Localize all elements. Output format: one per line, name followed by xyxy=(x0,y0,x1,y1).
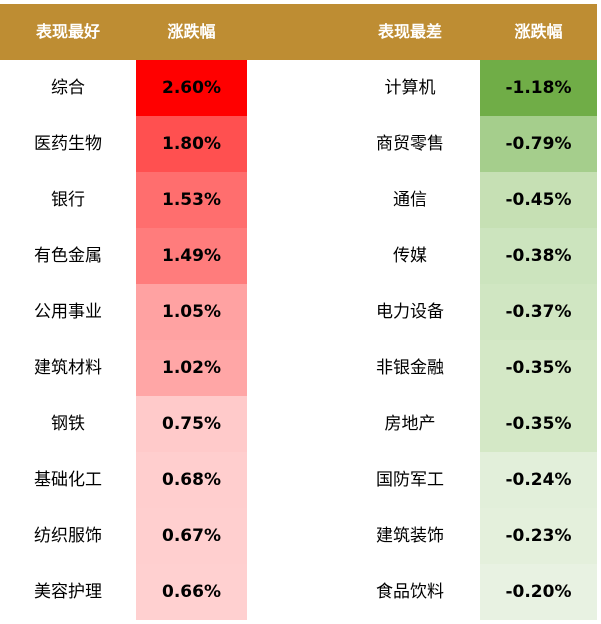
table-row: 基础化工 0.68% 国防军工 -0.24% xyxy=(0,452,597,508)
sector-performance-table: 表现最好 涨跌幅 表现最差 涨跌幅 综合 2.60% 计算机 -1.18% 医药… xyxy=(0,4,597,620)
worst-sector-name: 建筑装饰 xyxy=(376,526,444,546)
worst-sector-name: 非银金融 xyxy=(376,358,444,378)
worst-sector-name: 食品饮料 xyxy=(376,582,444,602)
worst-sector-name: 房地产 xyxy=(384,414,436,434)
worst-sector-name: 电力设备 xyxy=(376,302,444,322)
best-sector-change: 2.60% xyxy=(136,60,247,116)
worst-sector-change: -0.20% xyxy=(480,564,597,620)
table-row: 有色金属 1.49% 传媒 -0.38% xyxy=(0,228,597,284)
worst-sector-change: -0.37% xyxy=(480,284,597,340)
worst-sector-change: -0.24% xyxy=(480,452,597,508)
table-row: 综合 2.60% 计算机 -1.18% xyxy=(0,60,597,116)
best-sector-name: 综合 xyxy=(51,78,85,98)
best-sector-name: 有色金属 xyxy=(34,246,102,266)
best-sector-change: 0.66% xyxy=(136,564,247,620)
worst-sector-name: 传媒 xyxy=(393,246,427,266)
best-sector-name: 医药生物 xyxy=(34,134,102,154)
worst-sector-change: -0.38% xyxy=(480,228,597,284)
best-header: 表现最好 xyxy=(35,22,100,41)
table-row: 公用事业 1.05% 电力设备 -0.37% xyxy=(0,284,597,340)
worst-sector-name: 通信 xyxy=(393,190,427,210)
best-sector-change: 1.53% xyxy=(136,172,247,228)
worst-sector-change: -0.23% xyxy=(480,508,597,564)
best-sector-name: 纺织服饰 xyxy=(34,526,102,546)
best-sector-change: 1.80% xyxy=(136,116,247,172)
best-change-header: 涨跌幅 xyxy=(167,22,216,41)
best-sector-name: 钢铁 xyxy=(51,414,85,434)
best-sector-change: 1.02% xyxy=(136,340,247,396)
worst-sector-name: 计算机 xyxy=(384,78,436,98)
best-sector-change: 1.49% xyxy=(136,228,247,284)
best-sector-name: 美容护理 xyxy=(34,582,102,602)
worst-sector-change: -0.45% xyxy=(480,172,597,228)
best-sector-change: 0.75% xyxy=(136,396,247,452)
worst-sector-change: -1.18% xyxy=(480,60,597,116)
table-header: 表现最好 涨跌幅 表现最差 涨跌幅 xyxy=(0,4,597,60)
best-sector-change: 0.68% xyxy=(136,452,247,508)
best-sector-change: 0.67% xyxy=(136,508,247,564)
best-sector-name: 建筑材料 xyxy=(34,358,102,378)
best-sector-name: 基础化工 xyxy=(34,470,102,490)
best-sector-name: 银行 xyxy=(51,190,85,210)
worst-sector-change: -0.35% xyxy=(480,340,597,396)
table-row: 纺织服饰 0.67% 建筑装饰 -0.23% xyxy=(0,508,597,564)
table-row: 银行 1.53% 通信 -0.45% xyxy=(0,172,597,228)
table-row: 医药生物 1.80% 商贸零售 -0.79% xyxy=(0,116,597,172)
table-row: 钢铁 0.75% 房地产 -0.35% xyxy=(0,396,597,452)
worst-sector-name: 商贸零售 xyxy=(376,134,444,154)
worst-header: 表现最差 xyxy=(377,22,442,41)
table-row: 美容护理 0.66% 食品饮料 -0.20% xyxy=(0,564,597,620)
worst-sector-name: 国防军工 xyxy=(376,470,444,490)
best-sector-name: 公用事业 xyxy=(34,302,102,322)
worst-change-header: 涨跌幅 xyxy=(514,22,563,41)
table-row: 建筑材料 1.02% 非银金融 -0.35% xyxy=(0,340,597,396)
worst-sector-change: -0.79% xyxy=(480,116,597,172)
best-sector-change: 1.05% xyxy=(136,284,247,340)
worst-sector-change: -0.35% xyxy=(480,396,597,452)
